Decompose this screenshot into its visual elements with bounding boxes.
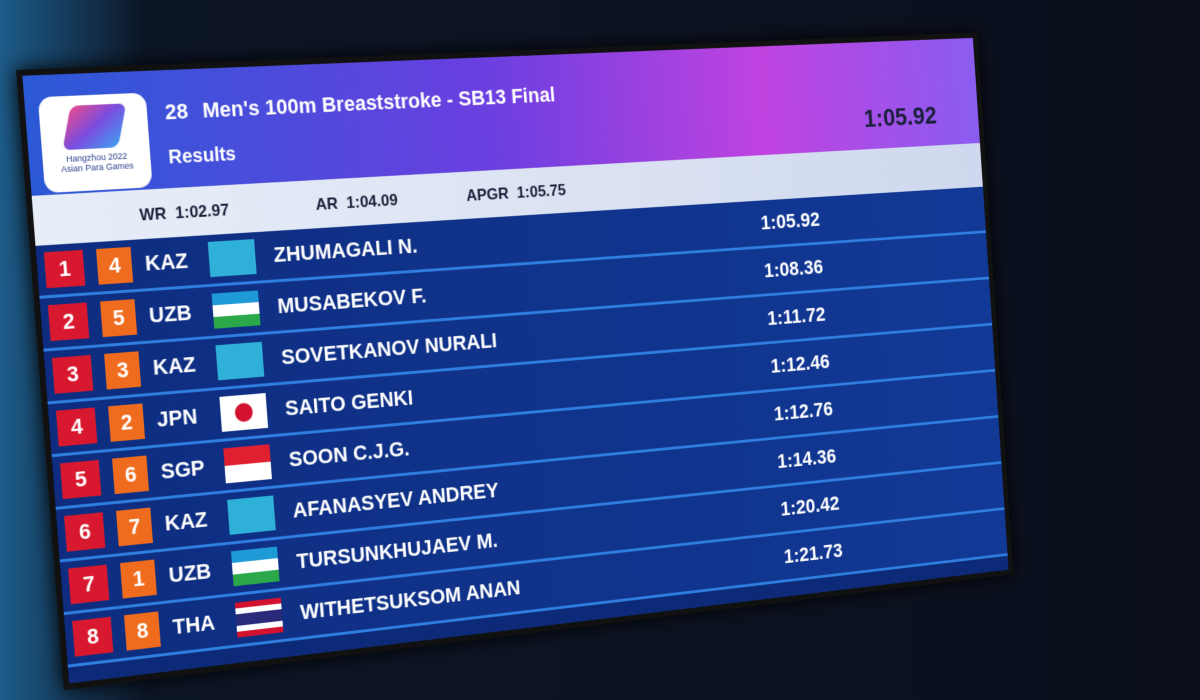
rank: 7 <box>68 564 110 605</box>
lane: 6 <box>112 455 150 495</box>
record-time: 1:04.09 <box>345 190 399 212</box>
lane: 1 <box>120 559 157 599</box>
lane: 3 <box>104 351 142 390</box>
athlete-name: SAITO GENKI <box>284 385 414 421</box>
lane: 8 <box>124 611 161 651</box>
athlete-name: SOON C.J.G. <box>288 436 411 472</box>
logo: Hangzhou 2022 Asian Para Games <box>37 92 153 194</box>
country: KAZ <box>144 248 189 276</box>
lane: 5 <box>100 299 138 338</box>
results-table: 1 4 KAZ ZHUMAGALI N. 1:05.92 2 5 UZB MUSABEKOV F… <box>35 186 1008 668</box>
rank: 1 <box>43 249 86 289</box>
record-time: 1:02.97 <box>174 200 230 223</box>
country: UZB <box>167 558 213 588</box>
flag <box>234 597 284 638</box>
country: THA <box>171 610 216 640</box>
flag <box>230 546 280 587</box>
time: 1:21.73 <box>783 538 844 568</box>
time: 1:05.92 <box>759 207 821 235</box>
flag <box>211 290 261 329</box>
subtitle: Results <box>167 143 237 169</box>
record-label: APGR <box>465 184 510 205</box>
logo-icon <box>62 103 127 151</box>
record: AR 1:04.09 <box>315 191 398 215</box>
lane: 7 <box>116 507 153 547</box>
rank: 5 <box>60 459 102 500</box>
lane: 4 <box>96 246 134 285</box>
record-label: AR <box>314 194 339 214</box>
country: SGP <box>159 455 206 484</box>
flag <box>215 341 265 381</box>
flag <box>223 444 272 484</box>
record-time: 1:05.75 <box>516 181 567 202</box>
country: JPN <box>156 403 199 432</box>
country: UZB <box>148 300 193 328</box>
flag <box>207 239 257 278</box>
athlete-name: ZHUMAGALI N. <box>272 233 419 267</box>
rank: 4 <box>55 407 98 447</box>
record-label: WR <box>138 204 168 225</box>
time: 1:12.76 <box>773 397 834 426</box>
athlete-name: MUSABEKOV F. <box>276 283 428 319</box>
rank: 3 <box>51 355 94 394</box>
rank: 8 <box>72 616 114 657</box>
top-time: 1:05.92 <box>862 101 938 133</box>
athlete-name: SOVETKANOV NURALI <box>280 328 498 370</box>
record: WR 1:02.97 <box>139 201 230 226</box>
time: 1:14.36 <box>776 444 837 473</box>
record: APGR 1:05.75 <box>466 181 567 206</box>
country: KAZ <box>163 506 209 536</box>
scoreboard: Hangzhou 2022 Asian Para Games 28 Men's … <box>16 32 1014 691</box>
country: KAZ <box>152 351 197 380</box>
flag <box>219 393 269 432</box>
time: 1:08.36 <box>763 255 824 282</box>
rank: 6 <box>64 512 106 552</box>
time: 1:12.46 <box>769 349 831 378</box>
rank: 2 <box>47 302 90 342</box>
event-title: Men's 100m Breaststroke - SB13 Final <box>201 82 556 123</box>
time: 1:11.72 <box>766 302 827 330</box>
lane: 2 <box>108 403 146 442</box>
flag <box>227 495 276 535</box>
event-number: 28 <box>164 98 189 125</box>
time: 1:20.42 <box>779 491 840 521</box>
